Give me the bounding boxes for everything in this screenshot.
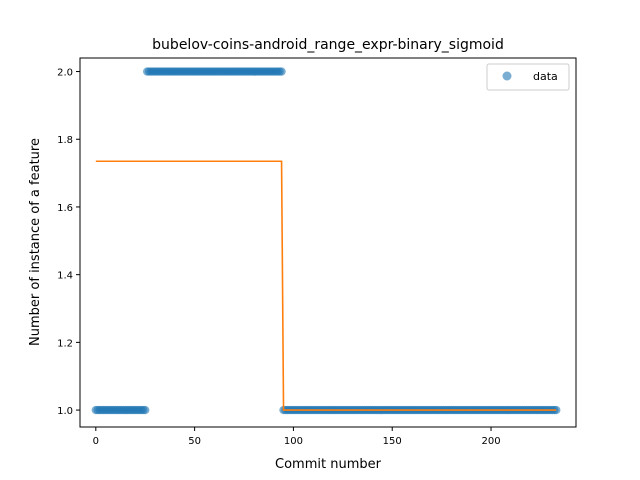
legend: data [486, 63, 570, 91]
y-tick-label: 1.0 [57, 406, 73, 417]
chart-title: bubelov-coins-android_range_expr-binary_… [152, 37, 504, 53]
y-axis-title: Number of instance of a feature [28, 138, 43, 346]
fit-line [95, 160, 557, 411]
legend-label-data: data [533, 70, 558, 83]
y-tick-label: 1.2 [57, 338, 73, 349]
legend-box [486, 63, 570, 91]
data-point [277, 67, 286, 76]
plot-area: 0 50 100 150 200 1.0 1.2 1.4 1.6 1.8 2.0 [57, 57, 577, 447]
axes-frame [79, 57, 577, 428]
x-tick-label: 50 [188, 436, 201, 447]
x-tick-label: 0 [93, 436, 99, 447]
legend-marker-data [502, 71, 512, 81]
x-tick-label: 150 [383, 436, 402, 447]
y-tick-label: 2.0 [57, 68, 73, 79]
y-tick-label: 1.8 [57, 135, 73, 146]
x-tick-label: 100 [284, 436, 303, 447]
y-tick-label: 1.4 [57, 271, 73, 282]
data-point [141, 405, 150, 415]
y-tick-label: 1.6 [57, 203, 73, 214]
x-axis-title: Commit number [275, 457, 382, 472]
x-tick-label: 200 [481, 436, 500, 447]
